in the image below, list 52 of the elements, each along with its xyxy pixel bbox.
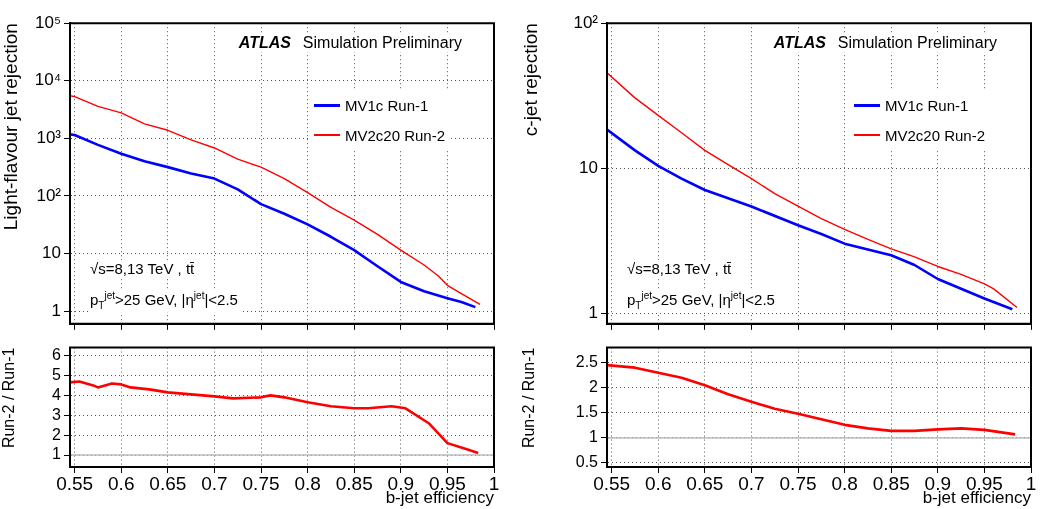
y-tick-label: 1 [588,303,598,323]
y-tick-label: 10 [579,158,598,178]
annotation: p$_{T}$$^{jet}$>25 GeV, |η$^{jet}$|<2.5 [88,290,240,312]
y-tick-label: 4 [52,385,62,403]
annotation: p$_{T}$$^{jet}$>25 GeV, |η$^{jet}$|<2.5 [625,290,777,312]
y-tick-label: 10² [36,185,62,205]
annotation: Simulation Preliminary [300,33,464,53]
x-tick-label: 0.8 [294,472,321,494]
y-tick-label: 1 [51,300,61,320]
y-tick-label: 2 [589,378,599,396]
y-axis-title: Light-flavour jet rejection [0,23,21,231]
x-tick-label: 0.55 [593,472,631,494]
x-tick-label: 0.7 [201,472,228,494]
annotation: ATLAS [771,33,828,53]
y-tick-label: 2 [52,425,62,443]
legend-label: MV2c20 Run-2 [345,126,446,144]
x-tick-label: 0.75 [779,472,817,494]
annotation: ATLAS [236,33,293,53]
annotation: √s=8,13 TeV , tt̄ [625,260,734,278]
x-tick-label: 0.55 [56,472,94,494]
y-tick-label: 0.5 [575,453,599,471]
y-tick-label: 3 [52,405,62,423]
annotation: Simulation Preliminary [835,33,999,53]
x-tick-label: 0.85 [872,472,910,494]
legend-label: MV1c Run-1 [885,96,969,114]
x-tick-label: 1 [488,472,500,494]
x-tick-label: 0.7 [738,472,765,494]
y-tick-label: 10⁴ [34,70,61,90]
y-tick-label: 1 [589,428,599,446]
legend-label: MV2c20 Run-2 [885,126,986,144]
x-tick-label: 0.6 [108,472,135,494]
y-tick-label: 10⁵ [35,12,61,32]
x-tick-label: 0.75 [242,472,280,494]
x-tick-label: 0.85 [335,472,373,494]
y-tick-label: 10³ [36,128,62,148]
annotation: √s=8,13 TeV , tt̄ [88,260,197,278]
x-tick-label: 0.65 [149,472,187,494]
y-tick-label: 1.5 [575,403,599,421]
x-tick-label: 0.65 [686,472,724,494]
x-tick-label: 0.6 [645,472,672,494]
y-tick-label: 5 [52,365,62,383]
y-tick-label: 10 [42,243,61,263]
x-tick-label: 0.8 [831,472,858,494]
y-tick-label: 10² [573,12,599,32]
y-axis-title: Run-2 / Run-1 [0,347,18,449]
y-axis-title: Run-2 / Run-1 [520,347,538,449]
y-tick-label: 1 [52,445,62,463]
y-axis-title: c-jet rejection [519,23,541,137]
y-tick-label: 2.5 [575,353,599,371]
y-tick-label: 6 [52,345,62,363]
legend-label: MV1c Run-1 [345,96,429,114]
x-tick-label: 1 [1025,472,1037,494]
